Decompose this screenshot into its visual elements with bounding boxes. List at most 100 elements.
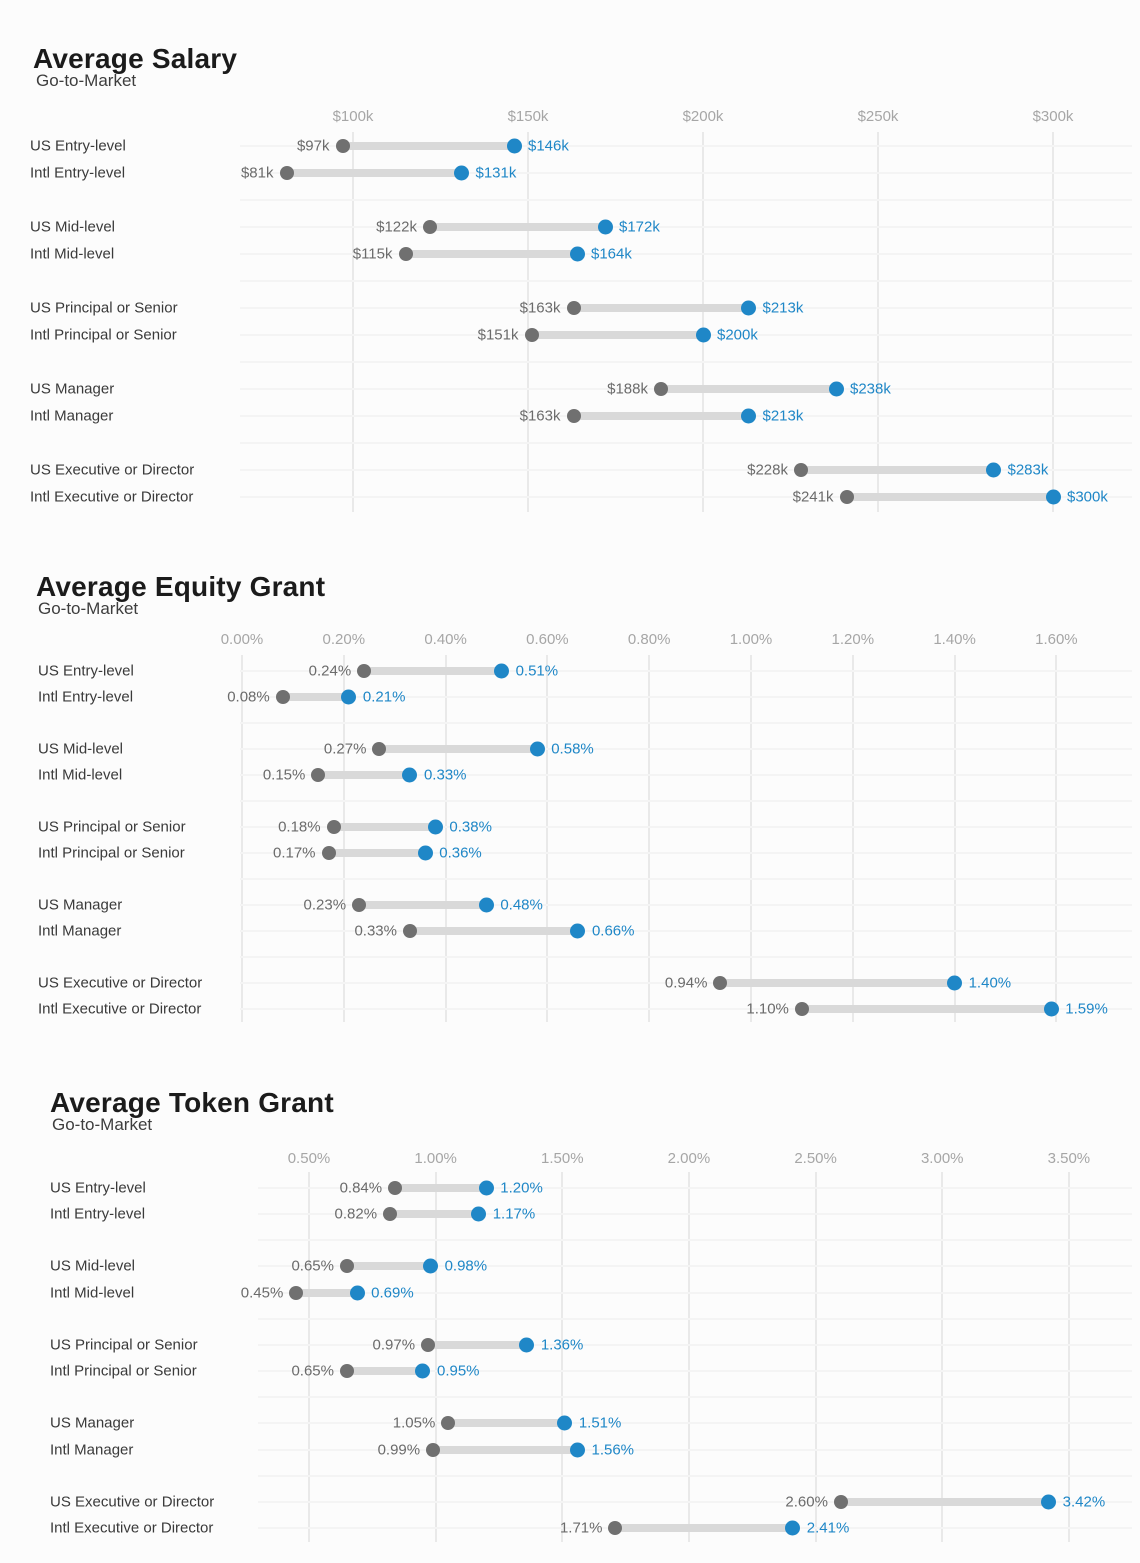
range-bar <box>346 1262 431 1271</box>
category-label: US Mid-level <box>38 740 124 758</box>
x-gridline <box>444 655 447 1022</box>
row-gridline <box>240 878 1132 880</box>
row-gridline <box>240 496 1132 498</box>
x-gridline <box>434 1172 437 1542</box>
high-value-label: $213k <box>762 407 804 425</box>
chart-section-average-salary: Average Salary Go-to-Market $100k $150k $2… <box>0 0 1140 528</box>
x-gridline <box>687 1172 690 1542</box>
low-value-label: 2.60% <box>785 1493 828 1511</box>
high-value-label: 3.42% <box>1062 1493 1106 1511</box>
row-gridline <box>240 852 1132 854</box>
x-gridline <box>953 655 956 1022</box>
range-bar <box>801 466 994 474</box>
row-gridline <box>258 1343 1132 1346</box>
row-gridline <box>258 1317 1132 1320</box>
chart-row: US Manager $188k $238k <box>0 376 1140 402</box>
category-label: Intl Principal or Senior <box>30 326 177 344</box>
range-bar <box>364 667 502 675</box>
range-bar <box>342 142 514 150</box>
x-axis-tick-label: 3.50% <box>1047 1150 1091 1167</box>
high-value-label: 1.17% <box>492 1205 536 1223</box>
low-value-dot <box>566 409 581 423</box>
x-gridline <box>527 132 529 512</box>
chart-row: US Manager 1.05% 1.51% <box>0 1410 1140 1436</box>
x-axis-tick-label: 3.00% <box>920 1150 964 1167</box>
category-label: US Mid-level <box>30 218 116 236</box>
chart-row: Intl Mid-level 0.45% 0.69% <box>0 1280 1140 1306</box>
range-bar <box>801 1005 1052 1013</box>
category-label: US Principal or Senior <box>50 1336 198 1354</box>
low-value-dot <box>441 1416 456 1431</box>
chart-row: US Executive or Director 0.94% 1.40% <box>0 970 1140 996</box>
high-value-label: 1.20% <box>500 1179 543 1197</box>
row-gridline <box>240 226 1132 228</box>
x-axis-tick-label: $100k <box>332 108 374 125</box>
category-label: US Executive or Director <box>30 461 195 479</box>
range-bar <box>430 223 605 231</box>
range-bar <box>661 385 836 393</box>
high-value-dot <box>415 1363 431 1379</box>
x-axis-tick-label: 1.00% <box>729 631 773 648</box>
high-value-label: $213k <box>762 299 804 317</box>
range-bar <box>286 169 462 177</box>
high-value-dot <box>423 1258 439 1274</box>
high-value-label: $146k <box>528 137 569 155</box>
high-value-label: $164k <box>591 245 632 263</box>
chart-row: Intl Manager 0.99% 1.56% <box>0 1437 1140 1463</box>
x-axis-tick-label: 0.50% <box>287 1150 331 1167</box>
chart-row: US Executive or Director 2.60% 3.42% <box>0 1489 1140 1515</box>
chart-row: US Mid-level $122k $172k <box>0 214 1140 240</box>
range-bar <box>405 250 577 258</box>
row-gridline <box>258 1500 1132 1503</box>
high-value-dot <box>341 689 357 705</box>
row-gridline <box>240 361 1132 363</box>
high-value-dot <box>471 1206 487 1222</box>
row-gridline <box>258 1265 1132 1268</box>
row-gridline <box>258 1396 1132 1399</box>
high-value-dot <box>986 462 1001 478</box>
category-label: US Entry-level <box>38 662 134 680</box>
range-bar <box>282 693 349 701</box>
chart-row: US Mid-level 0.65% 0.98% <box>0 1253 1140 1279</box>
chart-subtitle: Go-to-Market <box>52 1115 153 1134</box>
chart-row: US Entry-level 0.24% 0.51% <box>0 658 1140 684</box>
range-bar <box>615 1523 793 1532</box>
low-value-label: 0.65% <box>291 1362 334 1380</box>
category-label: Intl Principal or Senior <box>50 1362 197 1380</box>
category-label: Intl Executive or Director <box>30 488 194 506</box>
high-value-dot <box>569 1442 585 1457</box>
high-value-label: 0.48% <box>500 896 543 914</box>
x-gridline <box>1067 1172 1070 1542</box>
low-value-dot <box>335 139 350 153</box>
chart-row: Intl Mid-level 0.15% 0.33% <box>0 762 1140 788</box>
row-gridline <box>240 199 1132 201</box>
low-value-label: $241k <box>792 488 834 506</box>
chart-row: US Manager 0.23% 0.48% <box>0 892 1140 918</box>
low-value-label: $122k <box>376 218 417 236</box>
high-value-dot <box>741 408 756 424</box>
x-gridline <box>648 655 651 1022</box>
low-value-label: $228k <box>747 461 788 479</box>
high-value-dot <box>828 381 844 397</box>
high-value-label: 0.95% <box>436 1362 480 1380</box>
x-axis-tick-label: 2.00% <box>667 1150 711 1167</box>
low-value-label: 0.24% <box>308 662 352 680</box>
chart-row: Intl Entry-level $81k $131k <box>0 160 1140 186</box>
category-label: US Mid-level <box>50 1257 136 1275</box>
category-label: Intl Executive or Director <box>38 1000 202 1018</box>
x-gridline <box>702 132 704 512</box>
category-label: Intl Mid-level <box>38 766 123 784</box>
low-value-dot <box>279 166 294 180</box>
low-value-label: 1.10% <box>746 1000 789 1018</box>
x-gridline <box>877 132 879 512</box>
high-value-dot <box>529 741 545 757</box>
category-label: US Principal or Senior <box>38 818 186 836</box>
high-value-label: 0.69% <box>371 1284 414 1302</box>
high-value-label: 0.66% <box>591 922 635 940</box>
low-value-dot <box>794 1002 809 1016</box>
low-value-dot <box>421 1337 436 1352</box>
category-label: US Executive or Director <box>50 1493 215 1511</box>
range-bar <box>573 304 749 312</box>
high-value-dot <box>1043 1001 1059 1017</box>
